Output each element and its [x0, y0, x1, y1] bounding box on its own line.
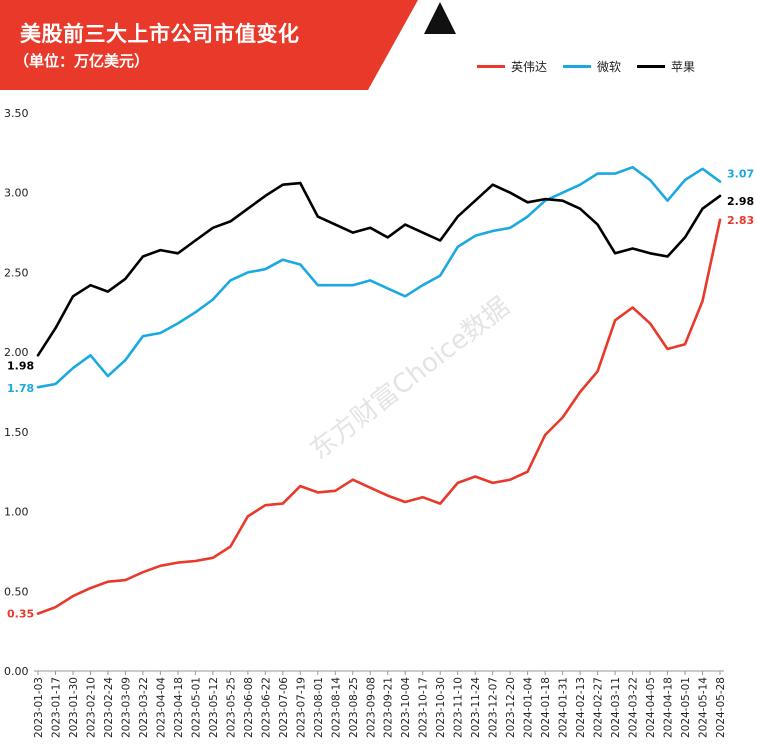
x-tick-label: 2024-04-05 — [645, 677, 657, 738]
x-tick-label: 2023-05-25 — [225, 677, 237, 738]
end-value-label-apple: 2.98 — [727, 195, 754, 208]
x-tick-label: 2024-05-01 — [680, 677, 692, 738]
header-black-triangle — [424, 2, 456, 34]
x-tick-label: 2023-03-22 — [138, 677, 150, 738]
start-value-label-apple: 1.98 — [7, 359, 34, 372]
legend-label-nvidia: 英伟达 — [510, 60, 547, 74]
x-tick-label: 2023-05-12 — [208, 677, 220, 738]
x-tick-label: 2023-01-30 — [68, 677, 80, 738]
x-tick-label: 2023-12-07 — [488, 677, 500, 738]
x-tick-label: 2023-05-01 — [190, 677, 202, 738]
x-tick-label: 2023-10-30 — [435, 677, 447, 738]
legend-item-nvidia: 英伟达 — [476, 58, 547, 75]
x-tick-label: 2024-05-28 — [715, 677, 727, 738]
watermark-text: 东方财富Choice数据 — [305, 292, 516, 466]
x-tick-label: 2023-09-08 — [365, 677, 377, 738]
y-tick-label: 2.50 — [4, 266, 29, 279]
legend-item-microsoft: 微软 — [562, 58, 621, 75]
end-value-label-microsoft: 3.07 — [727, 168, 754, 181]
x-tick-label: 2023-03-09 — [120, 677, 132, 738]
start-value-label-nvidia: 0.35 — [7, 608, 34, 621]
x-tick-label: 2024-03-22 — [628, 677, 640, 738]
x-tick-label: 2024-02-13 — [575, 677, 587, 738]
watermark: 东方财富Choice数据 — [305, 292, 516, 466]
x-tick-label: 2023-02-10 — [85, 677, 97, 738]
x-tick-label: 2024-01-04 — [523, 677, 535, 738]
x-tick-label: 2024-03-11 — [610, 677, 622, 738]
x-tick-label: 2023-10-04 — [400, 677, 412, 738]
series-line-apple — [36, 181, 722, 357]
legend-swatch-apple — [636, 65, 665, 68]
series-line-nvidia — [36, 218, 722, 615]
start-value-label-microsoft: 1.78 — [7, 382, 34, 395]
x-tick-label: 2023-12-20 — [505, 677, 517, 738]
x-tick-label: 2023-11-24 — [470, 677, 482, 738]
legend-item-apple: 苹果 — [636, 58, 695, 75]
x-tick-label: 2023-02-24 — [103, 677, 115, 738]
end-value-label-nvidia: 2.83 — [727, 214, 754, 227]
series-lines — [36, 165, 722, 615]
legend-swatch-microsoft — [562, 65, 591, 68]
x-tick-label: 2024-02-27 — [593, 677, 605, 738]
x-tick-label: 2023-08-14 — [330, 677, 342, 738]
x-tick-label: 2023-10-17 — [418, 677, 430, 738]
series-end-labels: 0.35 2.83 1.78 3.07 1.98 2.98 — [7, 168, 754, 621]
y-tick-label: 2.00 — [4, 346, 29, 359]
x-tick-label: 2023-08-01 — [313, 677, 325, 738]
y-tick-label: 3.00 — [4, 187, 29, 200]
x-tick-label: 2023-01-17 — [50, 677, 62, 738]
chart-subtitle: （单位：万亿美元） — [14, 52, 150, 70]
y-tick-label: 1.00 — [4, 506, 29, 519]
x-tick-label: 2023-09-21 — [383, 677, 395, 738]
x-tick-label: 2023-07-19 — [295, 677, 307, 738]
y-tick-label: 1.50 — [4, 426, 29, 439]
x-tick-label: 2024-01-18 — [540, 677, 552, 738]
chart-title: 美股前三大上市公司市值变化 — [20, 22, 300, 46]
y-tick-label: 3.50 — [4, 107, 29, 120]
x-tick-label: 2023-07-06 — [278, 677, 290, 738]
x-tick-label: 2024-01-31 — [558, 677, 570, 738]
x-tick-label: 2023-06-08 — [243, 677, 255, 738]
legend-swatch-nvidia — [476, 65, 505, 68]
legend-label-apple: 苹果 — [670, 60, 695, 74]
x-tick-label: 2023-04-04 — [155, 677, 167, 738]
x-tick-label: 2023-06-22 — [260, 677, 272, 738]
x-tick-label: 2023-08-25 — [348, 677, 360, 738]
header-banner — [0, 0, 456, 90]
x-axis: 2023-01-03 2023-01-17 2023-01-30 2023-02-10… — [33, 670, 727, 738]
legend-label-microsoft: 微软 — [596, 60, 621, 74]
x-tick-label: 2023-01-03 — [33, 677, 45, 738]
x-tick-label: 2024-05-14 — [698, 677, 710, 738]
chart-legend: 英伟达 微软 苹果 — [476, 58, 695, 75]
y-tick-label: 0.50 — [4, 585, 29, 598]
y-axis-ticks: 0.00 0.50 1.00 1.50 2.00 2.50 3.00 3.50 — [4, 107, 29, 678]
y-tick-label: 0.00 — [4, 665, 29, 678]
x-tick-label: 2024-04-18 — [663, 677, 675, 738]
chart-header: 美股前三大上市公司市值变化 （单位：万亿美元） — [0, 0, 757, 92]
x-tick-label: 2023-11-10 — [453, 677, 465, 738]
series-line-microsoft — [36, 165, 722, 389]
header-red-banner — [0, 0, 418, 90]
x-tick-label: 2023-04-18 — [173, 677, 185, 738]
